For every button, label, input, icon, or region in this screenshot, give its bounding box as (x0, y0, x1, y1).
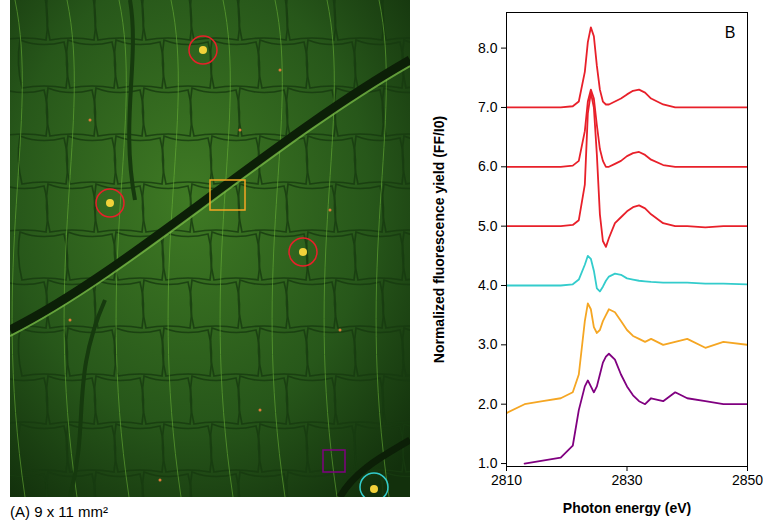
svg-text:4.0: 4.0 (478, 277, 498, 293)
svg-text:Photon energy (eV): Photon energy (eV) (563, 500, 691, 516)
svg-text:B: B (725, 24, 736, 41)
svg-text:7.0: 7.0 (478, 99, 498, 115)
svg-text:1.0: 1.0 (478, 455, 498, 471)
html-text:(A) 9 x 11 mm²: (A) 9 x 11 mm² (10, 503, 109, 520)
svg-text:6.0: 6.0 (478, 158, 498, 174)
svg-text:2.0: 2.0 (478, 396, 498, 412)
svg-text:5.0: 5.0 (478, 218, 498, 234)
svg-text:3.0: 3.0 (478, 336, 498, 352)
svg-text:8.0: 8.0 (478, 40, 498, 56)
svg-text:2830: 2830 (611, 472, 642, 488)
svg-text:2850: 2850 (732, 472, 763, 488)
svg-text:Normalized fluorescence yield: Normalized fluorescence yield (FF/I0) (431, 116, 447, 363)
svg-text:2810: 2810 (491, 472, 522, 488)
